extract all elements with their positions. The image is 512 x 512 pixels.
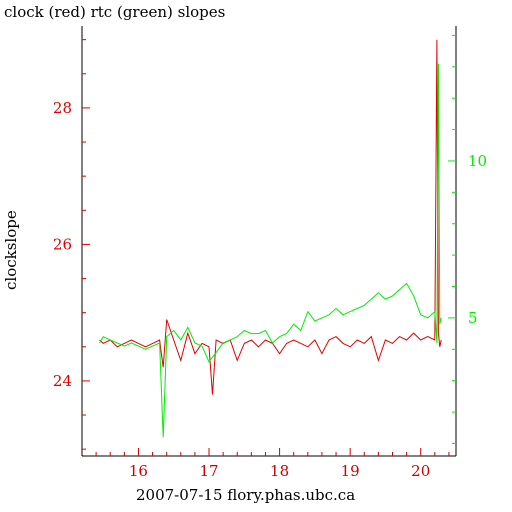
x-tick-label: 19 — [341, 462, 360, 480]
x-tick-label: 18 — [270, 462, 289, 480]
y-axis-label: clockslope — [2, 210, 20, 290]
y-left-tick-label: 26 — [53, 235, 72, 253]
x-tick-label: 16 — [129, 462, 148, 480]
series-line-rtc — [99, 63, 442, 438]
x-axis-label: 2007-07-15 flory.phas.ubc.ca — [136, 486, 356, 504]
axes: 16 17 18 19 20 24 26 28 5 10 — [53, 26, 487, 480]
series-line-clock — [99, 39, 442, 395]
chart-title: clock (red) rtc (green) slopes — [4, 3, 226, 21]
y-left-tick-label: 28 — [53, 99, 72, 117]
y-right-tick-label: 5 — [468, 309, 478, 327]
x-tick-label: 20 — [411, 462, 430, 480]
y-right-tick-label: 10 — [468, 152, 487, 170]
y-left-tick-label: 24 — [53, 372, 72, 390]
series-layer — [99, 39, 442, 438]
x-tick-label: 17 — [199, 462, 218, 480]
